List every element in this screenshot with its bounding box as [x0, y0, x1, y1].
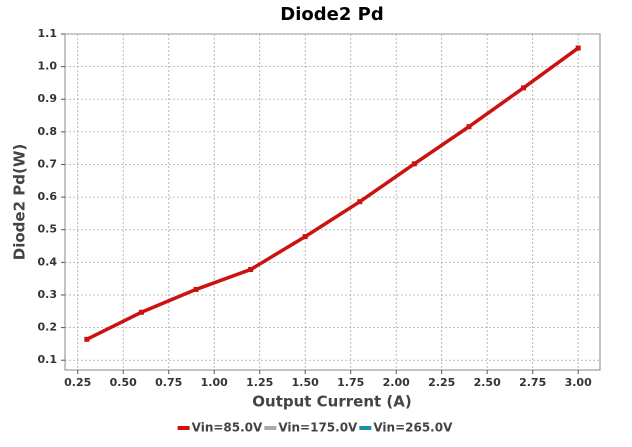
- point: [575, 45, 581, 51]
- point: [521, 85, 527, 91]
- x-tick-label: 1.75: [337, 376, 364, 389]
- chart-title: Diode2 Pd: [280, 4, 383, 25]
- y-tick-label: 0.7: [38, 157, 58, 170]
- point: [193, 286, 199, 292]
- series-line: [86, 46, 580, 341]
- y-tick-label: 1.1: [38, 27, 58, 40]
- x-tick-label: 2.75: [519, 376, 546, 389]
- y-tick-label: 0.3: [38, 288, 58, 301]
- x-tick-label: 1.00: [201, 376, 228, 389]
- x-tick-label: 1.25: [246, 376, 273, 389]
- legend-label: Vin=175.0V: [278, 421, 358, 435]
- point: [138, 309, 144, 315]
- x-tick-label: 2.00: [383, 376, 410, 389]
- point: [84, 336, 90, 342]
- legend-label: Vin=265.0V: [373, 421, 453, 435]
- y-tick-label: 0.6: [38, 190, 58, 203]
- point: [357, 199, 363, 205]
- y-tick-label: 0.4: [38, 255, 58, 268]
- y-axis-label: Diode2 Pd(W): [11, 144, 29, 260]
- point: [411, 161, 417, 167]
- legend-label: Vin=85.0V: [192, 421, 263, 435]
- x-tick-label: 2.50: [474, 376, 501, 389]
- y-tick-label: 1.0: [38, 60, 58, 73]
- x-axis-label: Output Current (A): [252, 393, 411, 411]
- point: [248, 267, 254, 273]
- x-tick-label: 0.50: [110, 376, 137, 389]
- y-tick-label: 0.1: [38, 353, 58, 366]
- x-tick-label: 3.00: [565, 376, 592, 389]
- point: [302, 234, 308, 240]
- x-tick-label: 0.25: [64, 376, 91, 389]
- x-tick-label: 2.25: [428, 376, 455, 389]
- y-tick-label: 0.2: [38, 321, 58, 334]
- x-tick-label: 0.75: [155, 376, 182, 389]
- x-tick-label: 1.50: [292, 376, 319, 389]
- y-tick-label: 0.8: [38, 125, 58, 138]
- y-tick-label: 0.9: [38, 92, 58, 105]
- point: [466, 124, 472, 130]
- plot-area: [64, 33, 601, 371]
- y-tick-label: 0.5: [38, 223, 58, 236]
